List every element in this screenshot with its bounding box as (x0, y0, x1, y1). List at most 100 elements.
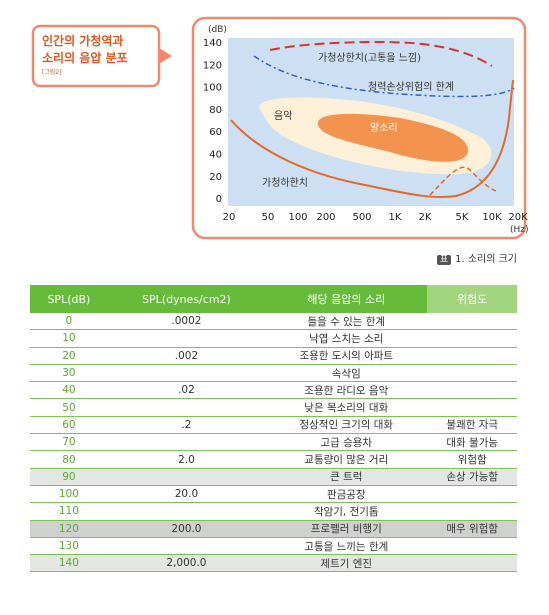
table-cell: 120 (30, 520, 108, 538)
table-cell: 대화 불가능 (427, 433, 517, 452)
table-cell (427, 347, 517, 365)
table-cell: 조용한 라디오 음악 (265, 381, 428, 400)
table-cell (427, 313, 517, 331)
table-cell: 100 (30, 485, 108, 504)
table-cell (107, 537, 266, 556)
table-cell (107, 398, 266, 417)
speech-region (317, 113, 469, 162)
table-row: 60.2 정상적인 크기의 대화 불쾌한 자극 (30, 416, 517, 435)
table-cell: 50 (30, 398, 108, 417)
table-cell: 2.0 (107, 450, 266, 469)
x-tick-label: 1K (389, 212, 402, 223)
table-cell (427, 554, 517, 573)
caption-mark: 표 (436, 255, 452, 265)
y-tick-label: 120 (203, 60, 222, 71)
table-cell (107, 468, 266, 486)
header-cell: 위험도 (427, 285, 517, 313)
table-cell: 프로펠러 비행기 (265, 520, 428, 538)
table-cell: 고통을 느끼는 한계 (265, 537, 428, 556)
table-row: 0.0002 들을 수 있는 한계 (30, 313, 517, 331)
table-row: 70 고급 승용차 대화 불가능 (30, 433, 517, 452)
y-tick-label: 0 (216, 194, 222, 205)
table-cell: 200.0 (107, 520, 266, 538)
damage-curve (253, 55, 515, 98)
table-cell: 2,000.0 (107, 554, 266, 573)
table-cell: .002 (107, 347, 266, 365)
table-cell: 0 (30, 313, 108, 331)
table-cell: 70 (30, 433, 108, 452)
table-cell: 140 (30, 554, 108, 573)
table-cell: 40 (30, 381, 108, 400)
table-cell: 낙엽 스치는 소리 (265, 329, 428, 348)
table-cell: 들을 수 있는 한계 (265, 313, 428, 331)
y-unit: (dB) (208, 25, 227, 35)
table-cell: 정상적인 크기의 대화 (265, 416, 428, 435)
table-cell (427, 398, 517, 417)
figure-area: 인간의 가청역과 소리의 음압 분포 [그림2] (dB) (Hz) 가청상한치… (31, 16, 529, 240)
table-cell: 90 (30, 468, 108, 486)
table-row: 90 큰 트럭 손상 가능함 (30, 468, 517, 486)
table-row: 10 낙엽 스치는 소리 (30, 329, 517, 348)
x-tick-label: 100 (288, 212, 307, 223)
table-cell: 착암기, 전기톱 (265, 502, 428, 521)
table-cell (427, 381, 517, 400)
table-row: 20.002 조용한 도시의 아파트 (30, 347, 517, 365)
table-cell: 큰 트럭 (265, 468, 428, 486)
table-cell: 낮은 목소리의 대화 (265, 398, 428, 417)
annotation: 가청하한치 (262, 176, 308, 189)
table-row: 130 고통을 느끼는 한계 (30, 537, 517, 556)
callout-title: 소리의 음압 분포 (42, 50, 128, 65)
x-tick-label: 500 (352, 212, 371, 223)
annotation: 음악 (274, 110, 292, 122)
table-cell: 110 (30, 502, 108, 521)
table-cell: 손상 가능함 (427, 468, 517, 486)
table: SPL(dB) SPL(dynes/cm2) 해당 음압의 소리 위험도 0.0002 들… (30, 285, 517, 573)
y-tick-label: 80 (209, 105, 222, 116)
table-cell (107, 329, 266, 348)
table-cell: 위험함 (427, 450, 517, 469)
table-cell: .02 (107, 381, 266, 400)
table-cell (107, 502, 266, 521)
table-cell: 20 (30, 347, 108, 365)
table-cell: .2 (107, 416, 266, 435)
table-caption: 표 1. 소리의 크기 (436, 250, 517, 265)
table-cell (427, 364, 517, 383)
callout-title: 인간의 가청역과 (42, 33, 123, 48)
table-cell: 60 (30, 416, 108, 435)
x-tick-label: 5K (456, 212, 469, 223)
table-cell: 판금공장 (265, 485, 428, 504)
x-tick-label: 10K (482, 212, 502, 223)
x-tick-label: 20K (508, 212, 528, 223)
annotation: 청력손상위험의 한계 (368, 80, 454, 93)
table-cell: 30 (30, 364, 108, 383)
table-cell (107, 364, 266, 383)
y-tick-label: 100 (203, 83, 222, 94)
table-cell: 매우 위험함 (427, 520, 517, 538)
upper-curve (269, 40, 493, 67)
caption-text: 1. 소리의 크기 (455, 254, 517, 265)
y-tick-label: 140 (203, 38, 222, 49)
table-row: 140 2,000.0 제트기 엔진 (30, 554, 517, 573)
table-row: 100 20.0 판금공장 (30, 485, 517, 504)
table-row: 40.02 조용한 라디오 음악 (30, 381, 517, 400)
table-row: 80 2.0 교통량이 많은 거리 위험함 (30, 450, 517, 469)
callout-arrow (159, 48, 172, 64)
header-cell: SPL(dynes/cm2) (107, 285, 266, 313)
table-row: 120 200.0 프로펠러 비행기 매우 위험함 (30, 520, 517, 538)
table-cell: .0002 (107, 313, 266, 331)
table-cell: 교통량이 많은 거리 (265, 450, 428, 469)
table-cell: 130 (30, 537, 108, 556)
table-cell: 20.0 (107, 485, 266, 504)
table-cell: 80 (30, 450, 108, 469)
table-row: 50 낮은 목소리의 대화 (30, 398, 517, 417)
table-cell: 조용한 도시의 아파트 (265, 347, 428, 365)
table-cell: 10 (30, 329, 108, 348)
x-tick-label: 200 (316, 212, 335, 223)
y-tick-label: 60 (209, 127, 222, 138)
table-row: 110 착암기, 전기톱 (30, 502, 517, 521)
table-cell (427, 502, 517, 521)
table-cell: 속삭임 (265, 364, 428, 383)
table-cell (427, 485, 517, 504)
y-tick-label: 40 (209, 150, 222, 161)
